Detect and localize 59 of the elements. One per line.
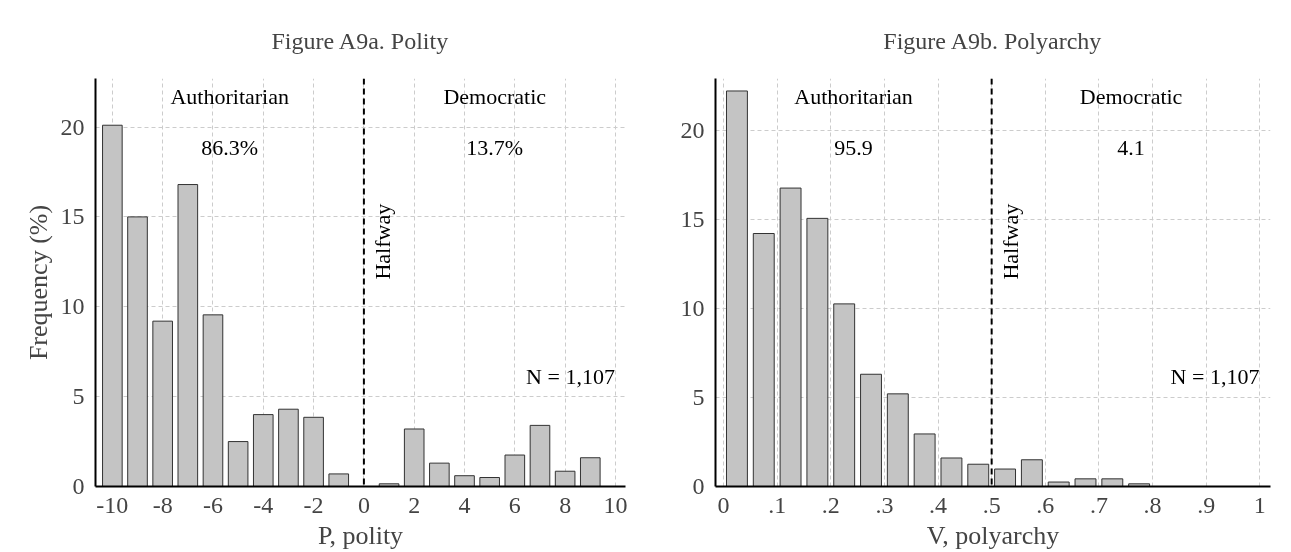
x-tick-label: 4 [458, 491, 471, 518]
x-tick-label: .1 [768, 491, 787, 518]
x-tick-label: 8 [559, 491, 572, 518]
annotation: Democratic [1079, 84, 1183, 110]
annotation: 13.7% [466, 135, 524, 161]
x-tick-label: 6 [508, 491, 521, 518]
x-tick-label: .7 [1089, 491, 1108, 518]
x-tick-label: 2 [408, 491, 421, 518]
x-tick-label: -6 [202, 491, 223, 518]
annotation: 86.3% [201, 135, 259, 161]
annotation: Authoritarian [170, 84, 289, 110]
x-tick-label: 0 [357, 491, 370, 518]
annotation: 95.9 [834, 134, 873, 160]
y-tick-label: 15 [60, 203, 85, 230]
x-tick-label: -10 [96, 491, 129, 518]
x-tick-label: .5 [982, 491, 1001, 518]
bar [227, 441, 249, 487]
y-tick-label: 5 [692, 383, 705, 410]
x-tick-label: -8 [152, 491, 173, 518]
x-tick-label: 10 [603, 491, 628, 518]
ref-line-label: Halfway [997, 203, 1023, 280]
bar [504, 454, 526, 487]
bar [579, 457, 601, 487]
y-tick-label: 5 [72, 383, 85, 410]
x-tick-label: -4 [253, 491, 274, 518]
bar [278, 408, 299, 487]
bar [479, 477, 500, 487]
ref-line-label: Halfway [369, 203, 395, 280]
chart-title: Figure A9b. Polyarchy [883, 27, 1102, 54]
chart-title: Figure A9a. Polity [271, 27, 449, 54]
annotation: N = 1,107 [1170, 363, 1260, 389]
annotation: 4.1 [1117, 134, 1145, 160]
annotation: Authoritarian [794, 84, 913, 110]
y-axis-title: Frequency (%) [23, 204, 53, 361]
x-tick-label: .6 [1036, 491, 1055, 518]
x-tick-label: 0 [717, 491, 730, 518]
x-tick-label: 1 [1253, 491, 1266, 518]
y-tick-label: 0 [72, 473, 85, 499]
y-tick-label: 20 [680, 116, 705, 143]
annotation: Democratic [443, 84, 547, 110]
x-axis-title: P, polity [317, 520, 404, 550]
bar [378, 483, 400, 487]
y-tick-label: 15 [680, 205, 705, 232]
y-tick-label: 0 [692, 473, 705, 499]
y-tick-label: 10 [60, 293, 85, 320]
bar [454, 475, 475, 487]
bar [429, 462, 450, 487]
bar [529, 424, 551, 487]
bar [328, 473, 350, 487]
x-tick-label: .3 [875, 491, 894, 518]
x-axis-title: V, polyarchy [926, 520, 1060, 550]
x-tick-label: -2 [303, 491, 324, 518]
x-tick-label: .8 [1143, 491, 1162, 518]
x-tick-label: .9 [1197, 491, 1216, 518]
annotation: N = 1,107 [526, 363, 615, 389]
x-tick-label: .2 [821, 491, 840, 518]
y-tick-label: 10 [680, 294, 705, 321]
y-tick-label: 20 [60, 113, 85, 140]
x-tick-label: .4 [929, 491, 948, 518]
